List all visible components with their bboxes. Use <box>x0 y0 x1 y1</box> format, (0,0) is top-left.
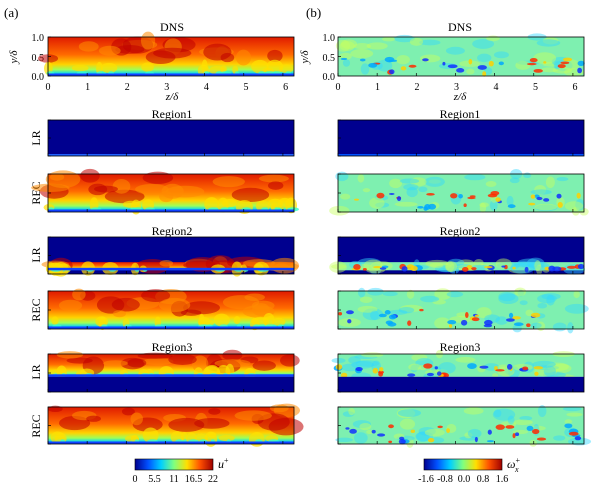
colorbar-b-tick-0: -1.6 <box>418 474 434 485</box>
title-dns-b: DNS <box>448 20 472 34</box>
colorbar-a-tick-1: 5.5 <box>148 474 161 485</box>
x-tick-a-5: 5 <box>244 82 249 93</box>
y-axis-label-b: y/δ <box>299 50 311 65</box>
x-tick-b-2: 2 <box>415 82 420 93</box>
y-tick-a-0: 0.0 <box>32 72 45 83</box>
y-tick-a-2: 1.0 <box>32 33 45 44</box>
colorbar-b-tick-1: -0.8 <box>437 474 453 485</box>
side-label-rec-3: REC <box>29 414 43 437</box>
side-label-rec-2: REC <box>29 298 43 321</box>
x-tick-b-5: 5 <box>533 82 538 93</box>
x-tick-a-3: 3 <box>164 82 169 93</box>
colorbar-b-tick-3: 0.8 <box>477 474 490 485</box>
side-label-lr-2: LR <box>29 247 43 262</box>
colorbar-b-tick-2: 0.0 <box>458 474 471 485</box>
colorbar-a-tick-2: 11 <box>169 474 179 485</box>
colorbar-a-variable: u+ <box>218 456 229 471</box>
y-tick-b-1: 0.5 <box>323 53 336 64</box>
x-tick-b-4: 4 <box>494 82 499 93</box>
side-label-lr-3: LR <box>29 364 43 379</box>
x-tick-a-1: 1 <box>85 82 90 93</box>
x-tick-b-0: 0 <box>336 82 341 93</box>
colorbar-a-tick-3: 16.5 <box>185 474 203 485</box>
colorbar-a <box>134 458 214 471</box>
colorbar-b <box>423 458 503 471</box>
title-region3-a: Region3 <box>152 340 193 354</box>
x-tick-a-0: 0 <box>46 82 51 93</box>
panel-label-a: (a) <box>4 5 18 20</box>
y-tick-b-0: 0.0 <box>323 72 336 83</box>
y-tick-b-2: 1.0 <box>323 33 336 44</box>
colorbar-a-tick-0: 0 <box>133 474 138 485</box>
title-dns-a: DNS <box>160 20 184 34</box>
field-plots <box>31 31 592 448</box>
x-tick-b-6: 6 <box>573 82 578 93</box>
x-axis-label-a: z/δ <box>165 91 179 103</box>
panel-label-b: (b) <box>306 5 321 20</box>
y-tick-a-1: 0.5 <box>32 53 45 64</box>
colorbar-b-variable: ω+ x <box>507 456 520 474</box>
colorbar-b-tick-4: 1.6 <box>496 474 509 485</box>
title-region2-a: Region2 <box>152 224 193 238</box>
y-axis-label-a: y/δ <box>8 50 20 65</box>
title-region1-a: Region1 <box>152 107 193 121</box>
x-tick-b-3: 3 <box>454 82 459 93</box>
x-tick-a-6: 6 <box>283 82 288 93</box>
side-label-lr-1: LR <box>29 130 43 145</box>
x-tick-a-2: 2 <box>125 82 130 93</box>
x-tick-b-1: 1 <box>375 82 380 93</box>
x-tick-a-4: 4 <box>204 82 209 93</box>
title-region1-b: Region1 <box>440 107 481 121</box>
x-axis-label-b: z/δ <box>453 91 467 103</box>
colorbar-a-tick-4: 22 <box>208 474 218 485</box>
title-region2-b: Region2 <box>440 224 481 238</box>
title-region3-b: Region3 <box>440 340 481 354</box>
